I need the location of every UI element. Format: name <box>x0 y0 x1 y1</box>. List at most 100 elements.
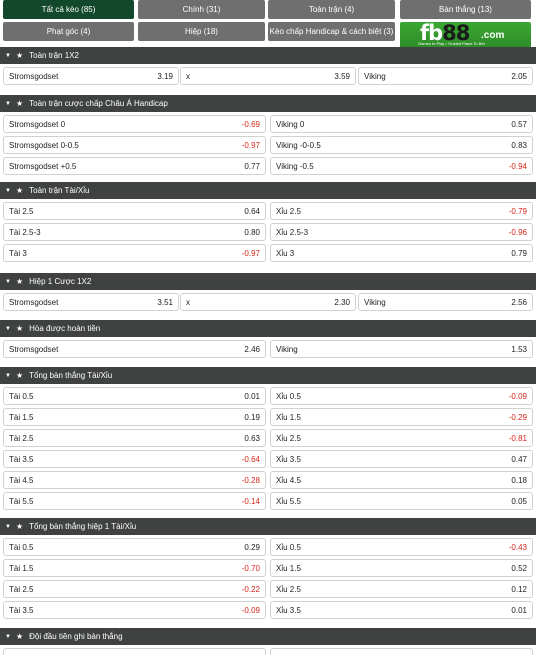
odds-cell[interactable]: Xỉu 0.5 -0.09 <box>270 387 533 405</box>
odds-value: -0.97 <box>241 248 260 258</box>
odds-cell[interactable]: Viking 1.53 <box>270 340 533 358</box>
odds-cell[interactable]: Tài 0.5 0.29 <box>3 538 266 556</box>
odds-cell[interactable]: Viking 2.56 <box>358 293 533 311</box>
odds-value: -0.96 <box>508 227 527 237</box>
odds-selection-label: Stromsgodset 0-0.5 <box>9 140 79 150</box>
tab-goals[interactable]: Bàn thắng (13) <box>400 0 531 19</box>
tab-main[interactable]: Chính (31) <box>138 0 265 19</box>
section-header[interactable]: ▼ ★ Hòa được hoàn tiền <box>0 320 536 337</box>
favorite-star-icon[interactable]: ★ <box>15 632 24 641</box>
section-header[interactable]: ▼ ★ Tổng bàn thắng Tài/Xỉu <box>0 367 536 384</box>
odds-cell[interactable]: Xỉu 1.5 -0.29 <box>270 408 533 426</box>
odds-cell[interactable]: Stromsgodset 0-0.5 -0.97 <box>3 136 266 154</box>
odds-cell[interactable]: Tài 1.5 0.19 <box>3 408 266 426</box>
collapse-caret-icon[interactable]: ▼ <box>5 523 11 530</box>
odds-cell[interactable]: Xỉu 3.5 0.01 <box>270 601 533 619</box>
odds-selection-label: Tài 5.5 <box>9 496 34 506</box>
odds-cell[interactable]: Tài 2.5 0.63 <box>3 429 266 447</box>
odds-cell[interactable]: Tài 3.5 -0.09 <box>3 601 266 619</box>
section-header[interactable]: ▼ ★ Toàn trận Tài/Xỉu <box>0 182 536 199</box>
odds-cell[interactable]: Xỉu 2.5 -0.81 <box>270 429 533 447</box>
odds-cell[interactable]: Xỉu 3.5 0.47 <box>270 450 533 468</box>
odds-cell[interactable]: Tài 2.5-3 0.80 <box>3 223 266 241</box>
odds-value: -0.22 <box>241 584 260 594</box>
collapse-caret-icon[interactable]: ▼ <box>5 100 11 107</box>
odds-cell[interactable]: Viking -0.5 -0.94 <box>270 157 533 175</box>
odds-value: 0.57 <box>511 119 527 129</box>
odds-cell[interactable]: Stromsgodset 3.19 <box>3 67 179 85</box>
odds-cell[interactable]: Viking 2.05 <box>358 67 533 85</box>
odds-cell[interactable]: Stromsgodset 3.51 <box>3 293 179 311</box>
odds-cell[interactable]: Stromsgodset +0.5 0.77 <box>3 157 266 175</box>
odds-value: -0.43 <box>508 542 527 552</box>
odds-cell[interactable]: Tài 3 -0.97 <box>3 244 266 262</box>
odds-cell[interactable]: Tài 0.5 0.01 <box>3 387 266 405</box>
favorite-star-icon[interactable]: ★ <box>15 186 24 195</box>
collapse-caret-icon[interactable]: ▼ <box>5 325 11 332</box>
favorite-star-icon[interactable]: ★ <box>15 522 24 531</box>
odds-cell[interactable]: x 2.30 <box>180 293 356 311</box>
odds-cell[interactable] <box>3 648 266 655</box>
odds-selection-label: Xỉu 0.5 <box>276 542 301 552</box>
odds-cell[interactable]: Tài 4.5 -0.28 <box>3 471 266 489</box>
fb88-logo[interactable]: fb88 .com Games to Play • Trusted Place … <box>400 22 531 49</box>
odds-selection-label: Tài 4.5 <box>9 475 34 485</box>
odds-cell[interactable] <box>270 648 533 655</box>
section-header[interactable]: ▼ ★ Đội đầu tiên ghi bàn thắng <box>0 628 536 645</box>
odds-cell[interactable]: Xỉu 2.5 0.12 <box>270 580 533 598</box>
odds-cell[interactable]: Tài 3.5 -0.64 <box>3 450 266 468</box>
odds-selection-label: Xỉu 2.5 <box>276 433 301 443</box>
tab-all[interactable]: Tất cả kèo (85) <box>3 0 134 19</box>
odds-value: 0.01 <box>511 605 527 615</box>
odds-cell[interactable]: Viking 0 0.57 <box>270 115 533 133</box>
tab-full-match[interactable]: Toàn trận (4) <box>268 0 395 19</box>
odds-cell[interactable]: Xỉu 2.5 -0.79 <box>270 202 533 220</box>
odds-cell[interactable]: Viking -0-0.5 0.83 <box>270 136 533 154</box>
odds-cell[interactable]: Xỉu 2.5-3 -0.96 <box>270 223 533 241</box>
market-tabs: Tất cả kèo (85) Chính (31) Toàn trận (4)… <box>0 0 536 44</box>
odds-value: 0.19 <box>244 412 260 422</box>
collapse-caret-icon[interactable]: ▼ <box>5 633 11 640</box>
favorite-star-icon[interactable]: ★ <box>15 99 24 108</box>
odds-cell[interactable]: Xỉu 3 0.79 <box>270 244 533 262</box>
section-header[interactable]: ▼ ★ Toàn trận 1X2 <box>0 47 536 64</box>
odds-selection-label: x <box>186 71 190 81</box>
favorite-star-icon[interactable]: ★ <box>15 371 24 380</box>
section-header[interactable]: ▼ ★ Hiệp 1 Cược 1X2 <box>0 273 536 290</box>
odds-cell[interactable]: x 3.59 <box>180 67 356 85</box>
collapse-caret-icon[interactable]: ▼ <box>5 372 11 379</box>
odds-selection-label: Viking <box>276 344 298 354</box>
favorite-star-icon[interactable]: ★ <box>15 324 24 333</box>
section-header[interactable]: ▼ ★ Toàn trận cược chấp Châu Á Handicap <box>0 95 536 112</box>
odds-value: 0.63 <box>244 433 260 443</box>
odds-value: -0.14 <box>241 496 260 506</box>
odds-value: -0.28 <box>241 475 260 485</box>
odds-value: 3.19 <box>157 71 173 81</box>
odds-cell[interactable]: Stromsgodset 0 -0.69 <box>3 115 266 133</box>
favorite-star-icon[interactable]: ★ <box>15 51 24 60</box>
odds-selection-label: Tài 1.5 <box>9 412 34 422</box>
odds-cell[interactable]: Xỉu 0.5 -0.43 <box>270 538 533 556</box>
tab-halves[interactable]: Hiệp (18) <box>138 22 265 41</box>
collapse-caret-icon[interactable]: ▼ <box>5 187 11 194</box>
odds-cell[interactable]: Stromsgodset 2.46 <box>3 340 266 358</box>
odds-cell[interactable]: Tài 2.5 -0.22 <box>3 580 266 598</box>
odds-cell[interactable]: Tài 1.5 -0.70 <box>3 559 266 577</box>
odds-selection-label: Xỉu 5.5 <box>276 496 301 506</box>
tab-corners[interactable]: Phạt góc (4) <box>3 22 134 41</box>
odds-value: -0.94 <box>508 161 527 171</box>
favorite-star-icon[interactable]: ★ <box>15 277 24 286</box>
odds-selection-label: Xỉu 4.5 <box>276 475 301 485</box>
odds-selection-label: Viking <box>364 297 386 307</box>
section-header[interactable]: ▼ ★ Tổng bàn thắng hiệp 1 Tài/Xỉu <box>0 518 536 535</box>
tab-handicap[interactable]: Kèo chấp Handicap & cách biệt (3) <box>268 22 395 41</box>
odds-value: 0.18 <box>511 475 527 485</box>
odds-cell[interactable]: Tài 5.5 -0.14 <box>3 492 266 510</box>
odds-cell[interactable]: Xỉu 4.5 0.18 <box>270 471 533 489</box>
odds-value: 0.12 <box>511 584 527 594</box>
odds-cell[interactable]: Tài 2.5 0.64 <box>3 202 266 220</box>
collapse-caret-icon[interactable]: ▼ <box>5 278 11 285</box>
odds-cell[interactable]: Xỉu 5.5 0.05 <box>270 492 533 510</box>
odds-cell[interactable]: Xỉu 1.5 0.52 <box>270 559 533 577</box>
collapse-caret-icon[interactable]: ▼ <box>5 52 11 59</box>
